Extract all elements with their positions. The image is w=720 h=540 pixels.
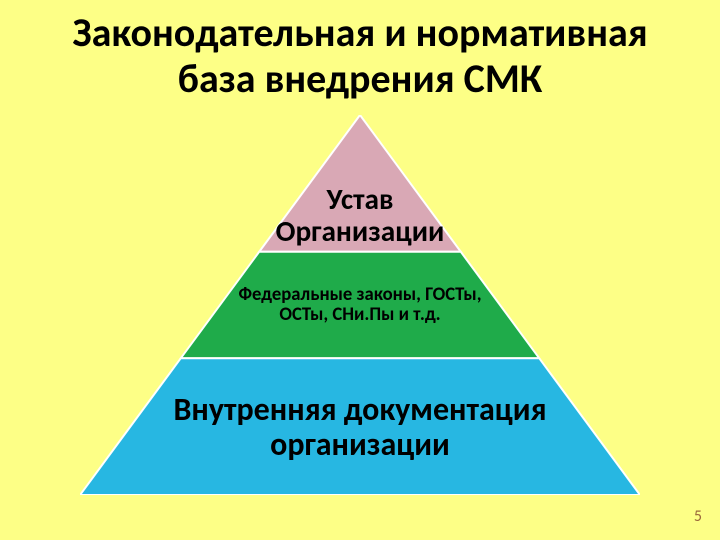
slide: Законодательная и нормативная база внедр… bbox=[0, 0, 720, 540]
pyramid-level-2-label: Внутренняя документация организации bbox=[80, 392, 640, 462]
pyramid-level-0-label: Устав Организации bbox=[80, 183, 640, 248]
level2-line2: организации bbox=[270, 425, 450, 464]
level0-line1: Устав bbox=[326, 181, 393, 217]
title-line1: Законодательная и нормативная bbox=[72, 8, 647, 57]
level0-line2: Организации bbox=[276, 213, 445, 249]
pyramid-diagram: Устав Организации Федеральные законы, ГО… bbox=[80, 115, 640, 495]
title-line2: база внедрения СМК bbox=[178, 54, 543, 103]
pyramid-level-1-label: Федеральные законы, ГОСТы, ОСТы, СНи.Пы … bbox=[80, 285, 640, 326]
slide-title: Законодательная и нормативная база внедр… bbox=[0, 10, 720, 102]
page-number: 5 bbox=[694, 507, 702, 526]
level2-line1: Внутренняя документация bbox=[173, 390, 546, 429]
level1-line2: ОСТы, СНи.Пы и т.д. bbox=[279, 303, 440, 326]
